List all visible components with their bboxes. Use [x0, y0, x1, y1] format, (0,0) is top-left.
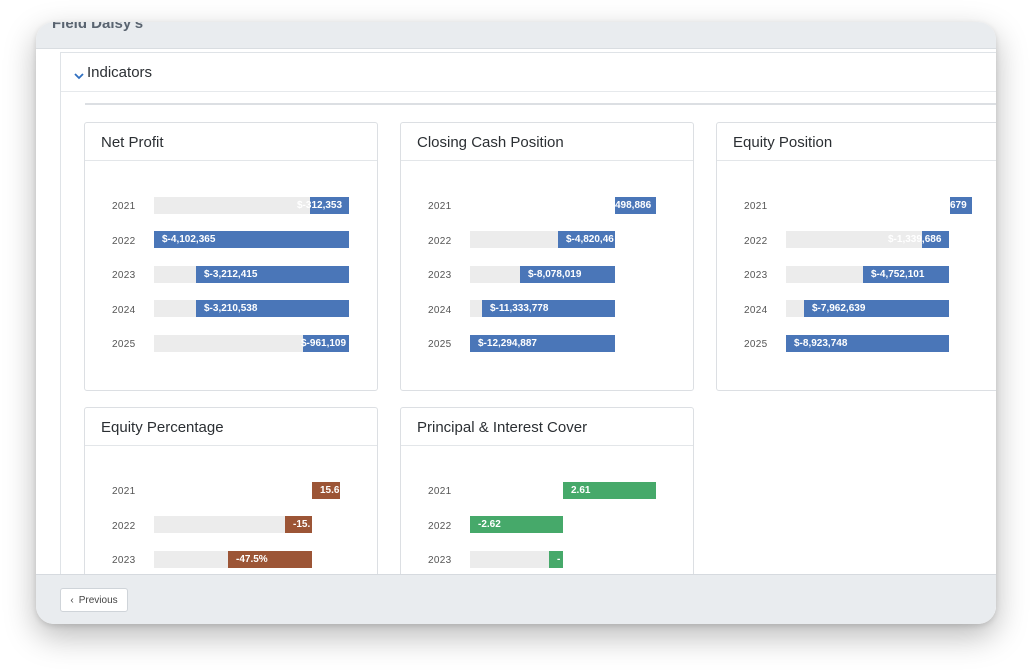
- bar: [310, 197, 349, 214]
- bar-label: 679: [950, 200, 967, 211]
- card-closing-cash-position: Closing Cash Position 2021 498,886 2022 …: [400, 122, 694, 391]
- card-title: Principal & Interest Cover: [417, 419, 588, 436]
- year-label: 2023: [428, 555, 452, 566]
- footer-bar: ‹ Previous: [36, 574, 996, 624]
- bar: [470, 516, 563, 533]
- bar-label: -15.: [293, 519, 311, 530]
- bar-label: 15.6: [320, 485, 340, 496]
- year-label: 2021: [112, 201, 136, 212]
- bar-label: -: [557, 554, 561, 565]
- card-net-profit: Net Profit 2021 $-312,353 2022 $-4,102,3…: [84, 122, 378, 391]
- card-header: Net Profit: [85, 123, 377, 161]
- year-label: 2022: [428, 521, 452, 532]
- panel-title: Indicators: [87, 64, 153, 81]
- card-header: Principal & Interest Cover: [401, 408, 693, 446]
- bar: [615, 197, 656, 214]
- bar: [563, 482, 656, 499]
- bar-label: $-4,102,365: [162, 234, 216, 245]
- previous-button-label: Previous: [78, 595, 118, 606]
- year-label: 2023: [112, 555, 136, 566]
- card-title: Closing Cash Position: [417, 134, 564, 151]
- bar-label: $-12,294,887: [478, 338, 537, 349]
- panel-header[interactable]: Indicators: [61, 53, 996, 92]
- bar-label: 2.61: [571, 485, 591, 496]
- bar: [950, 197, 972, 214]
- app-window: Field Daisy's Indicators Net Profit 2021…: [36, 22, 996, 624]
- bar-label: $-961,109: [301, 338, 347, 349]
- year-label: 2024: [112, 305, 136, 316]
- bar-label: $-8,078,019: [528, 269, 582, 280]
- year-label: 2022: [428, 236, 452, 247]
- bar-label: $-8,923,748: [794, 338, 848, 349]
- bar-label: $-1,339,686: [888, 234, 942, 245]
- year-label: 2025: [744, 339, 768, 350]
- year-label: 2023: [112, 270, 136, 281]
- bar: [549, 551, 563, 568]
- bar: [786, 335, 949, 352]
- bar-label: -2.62: [478, 519, 501, 530]
- bar: [303, 335, 349, 352]
- chevron-down-icon[interactable]: [74, 67, 84, 85]
- year-label: 2022: [112, 521, 136, 532]
- bar: [196, 300, 349, 317]
- card-header: Equity Percentage: [85, 408, 377, 446]
- year-label: 2023: [744, 270, 768, 281]
- bar-label: $-7,962,639: [812, 303, 866, 314]
- card-header: Closing Cash Position: [401, 123, 693, 161]
- bar: [804, 300, 949, 317]
- app-title: Field Daisy's: [52, 22, 144, 32]
- bar-label: $-3,210,538: [204, 303, 258, 314]
- year-label: 2021: [428, 486, 452, 497]
- bar: [154, 231, 349, 248]
- bar: [470, 335, 615, 352]
- bar: [482, 300, 615, 317]
- bar: [922, 231, 949, 248]
- year-label: 2024: [428, 305, 452, 316]
- bar: [520, 266, 615, 283]
- bar: [196, 266, 349, 283]
- year-label: 2021: [112, 486, 136, 497]
- bar: [285, 516, 312, 533]
- year-label: 2024: [744, 305, 768, 316]
- bar-track: [786, 231, 949, 248]
- bar-track: [154, 197, 349, 214]
- bar-label: $-4,820,46: [566, 234, 614, 245]
- year-label: 2025: [112, 339, 136, 350]
- year-label: 2021: [428, 201, 452, 212]
- year-label: 2023: [428, 270, 452, 281]
- card-equity-position: Equity Position 2021 679 2022 $-1,339,68…: [716, 122, 996, 391]
- divider: [85, 103, 996, 105]
- year-label: 2021: [744, 201, 768, 212]
- bar-label: 498,886: [615, 200, 652, 211]
- bar-track: [154, 335, 349, 352]
- bar: [312, 482, 340, 499]
- bar-label: $-4,752,101: [871, 269, 925, 280]
- previous-button[interactable]: ‹ Previous: [60, 588, 128, 612]
- year-label: 2022: [112, 236, 136, 247]
- chevron-left-icon: ‹: [70, 595, 74, 606]
- bar-label: $-312,353: [297, 200, 343, 211]
- bar: [863, 266, 949, 283]
- bar: [558, 231, 615, 248]
- bar-track: [470, 551, 563, 568]
- card-title: Equity Percentage: [101, 419, 224, 436]
- year-label: 2022: [744, 236, 768, 247]
- card-header: Equity Position: [717, 123, 996, 161]
- bar-track: [154, 516, 312, 533]
- card-title: Net Profit: [101, 134, 164, 151]
- bar-label: -47.5%: [236, 554, 268, 565]
- bar-label: $-3,212,415: [204, 269, 258, 280]
- year-label: 2025: [428, 339, 452, 350]
- indicators-panel: Indicators Net Profit 2021 $-312,353 202…: [60, 52, 996, 624]
- title-bar: Field Daisy's: [36, 22, 996, 49]
- card-title: Equity Position: [733, 134, 833, 151]
- bar: [228, 551, 312, 568]
- bar-label: $-11,333,778: [490, 303, 549, 314]
